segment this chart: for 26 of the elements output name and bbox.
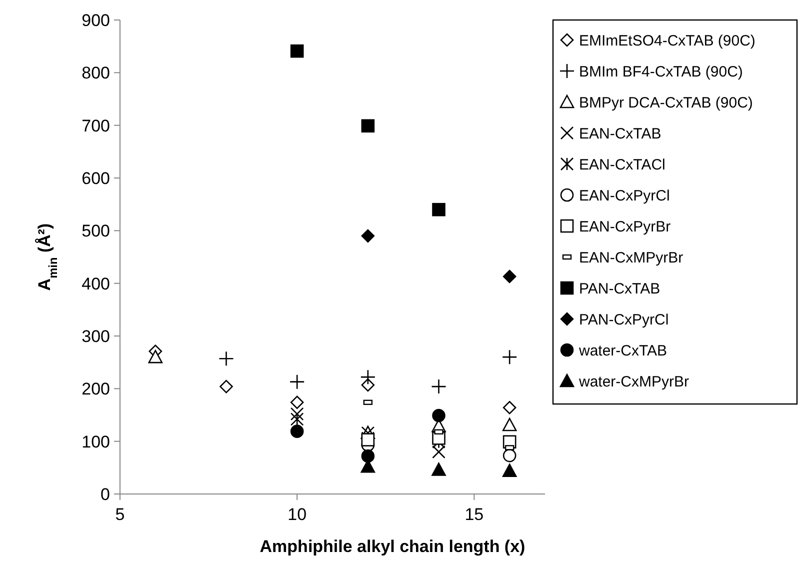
- legend-label: EAN-CxPyrBr: [579, 218, 671, 236]
- y-tick-label: 0: [100, 484, 110, 504]
- x-axis-title: Amphiphile alkyl chain length (x): [260, 537, 526, 556]
- y-tick-label: 400: [82, 274, 110, 294]
- x-tick-label: 15: [464, 505, 484, 524]
- legend-label: water-CxMPyrBr: [578, 373, 690, 390]
- y-tick-label: 500: [82, 222, 110, 241]
- legend-label: BMIm BF4-CxTAB (90C): [579, 63, 743, 80]
- y-tick-label: 100: [82, 432, 110, 452]
- y-tick-label: 900: [82, 10, 110, 30]
- legend-label: EAN-CxPyrCl: [579, 187, 670, 204]
- y-tick-label: 300: [82, 326, 110, 346]
- legend-label: EAN-CxTACl: [579, 156, 666, 174]
- legend-label: water-CxTAB: [578, 342, 668, 360]
- legend-label: BMPyr DCA-CxTAB (90C): [579, 94, 753, 112]
- legend-label: PAN-CxTAB: [579, 280, 660, 298]
- x-tick-label: 5: [115, 505, 125, 524]
- y-tick-label: 600: [82, 168, 110, 188]
- legend-label: EAN-CxMPyrBr: [579, 249, 684, 266]
- y-tick-label: 200: [82, 380, 110, 399]
- legend-label: PAN-CxPyrCl: [579, 311, 669, 328]
- y-tick-label: 700: [82, 116, 110, 136]
- legend-label: EAN-CxTAB: [579, 125, 662, 142]
- x-tick-label: 10: [288, 505, 307, 524]
- legend-label: EMImEtSO4-CxTAB (90C): [579, 32, 756, 50]
- y-tick-label: 800: [82, 64, 110, 83]
